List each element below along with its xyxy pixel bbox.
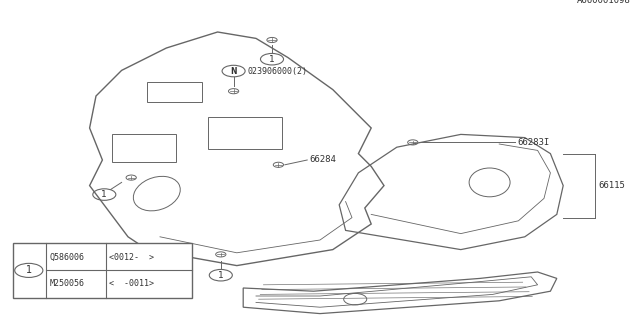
- Text: Q586006: Q586006: [49, 253, 84, 262]
- Text: <  -0011>: < -0011>: [109, 279, 154, 288]
- Bar: [147, 82, 202, 102]
- Bar: [208, 117, 282, 149]
- Text: 66283I: 66283I: [517, 138, 549, 147]
- Bar: [112, 134, 176, 162]
- Text: <0012-  >: <0012- >: [109, 253, 154, 262]
- Text: 1: 1: [218, 271, 223, 280]
- Text: A660001098: A660001098: [577, 0, 630, 5]
- Text: 1: 1: [102, 190, 107, 199]
- Text: 66115: 66115: [598, 181, 625, 190]
- Text: N: N: [230, 67, 237, 76]
- Text: 023906000(2): 023906000(2): [248, 67, 308, 76]
- Text: M250056: M250056: [49, 279, 84, 288]
- Text: 1: 1: [26, 265, 32, 276]
- Bar: [13, 243, 192, 298]
- Text: 1: 1: [269, 55, 275, 64]
- Text: 66284: 66284: [309, 155, 336, 164]
